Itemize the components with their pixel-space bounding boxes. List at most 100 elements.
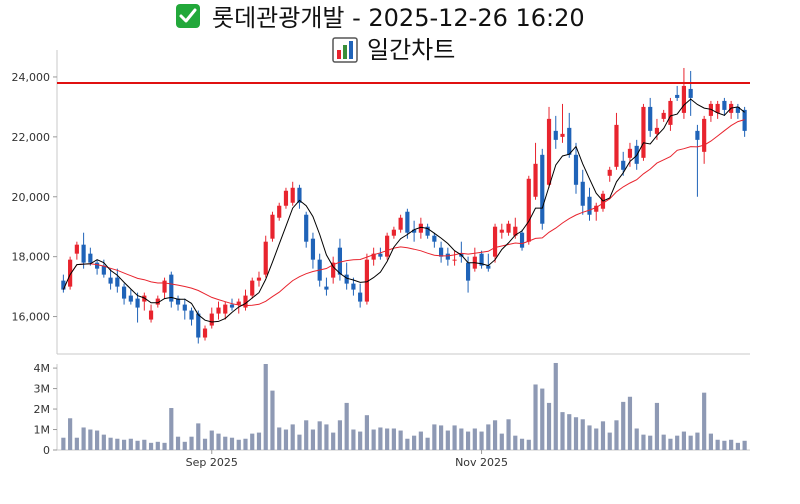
volume-bar [115, 438, 120, 450]
candle-body [641, 106, 646, 158]
candle-body [155, 298, 160, 305]
price-tick-label: 24,000 [12, 71, 51, 84]
volume-bar [405, 438, 410, 450]
candle-body [182, 304, 187, 311]
candle-body [297, 187, 302, 203]
candle-body [277, 205, 282, 218]
volume-bar [439, 425, 444, 450]
x-tick-label: Sep 2025 [186, 456, 238, 469]
volume-bar [277, 427, 282, 450]
volume-bar [351, 429, 356, 450]
candle-body [614, 124, 619, 167]
candle-body [304, 214, 309, 242]
candle-body [81, 244, 86, 263]
volume-bar [445, 430, 450, 450]
volume-bar [661, 434, 666, 450]
candle-body [324, 286, 329, 290]
candle-body [364, 259, 369, 302]
candle-body [223, 304, 228, 314]
volume-bar [243, 438, 248, 450]
volume-bar [675, 435, 680, 450]
volume-tick-label: 2M [34, 403, 51, 416]
candle-body [479, 253, 484, 266]
candle-body [358, 292, 363, 302]
volume-bar [175, 436, 181, 450]
volume-bar [189, 436, 194, 450]
volume-bar [506, 419, 511, 450]
candle-body [283, 190, 289, 206]
candle-body [486, 265, 491, 269]
chart-title: 롯데관광개발 - 2025-12-26 16:20 [212, 4, 585, 32]
volume-bar [337, 420, 343, 450]
candle-body [331, 262, 336, 278]
volume-bar [364, 415, 369, 450]
volume-bar [600, 421, 606, 450]
candle-body [439, 247, 444, 257]
volume-bar [236, 439, 241, 450]
candle-body [506, 223, 511, 233]
volume-bar [533, 384, 538, 450]
volume-axis-ticks: 0 1M 2M 3M 4M [34, 362, 57, 457]
price-tick-label: 22,000 [12, 131, 51, 144]
volume-bar [594, 428, 599, 450]
candle-body [115, 277, 120, 287]
price-tick-label: 20,000 [12, 191, 51, 204]
candle-body [560, 133, 565, 137]
candle-body [715, 103, 720, 113]
volume-bar [540, 388, 545, 450]
candle-body [236, 301, 241, 305]
candle-body [452, 259, 457, 261]
candle-body [425, 226, 430, 236]
volume-bar [371, 429, 376, 450]
candle-body [344, 274, 349, 284]
volume-bar [688, 435, 693, 450]
volume-bar [324, 424, 329, 450]
volume-bar [708, 433, 713, 450]
candle-body [398, 217, 403, 230]
candle-body [250, 280, 255, 296]
volume-bar [519, 438, 525, 450]
volume-bar [310, 429, 316, 450]
candle-body [735, 106, 740, 113]
volume-bar [182, 441, 187, 450]
candle-body [465, 262, 471, 281]
volume-bar [567, 414, 572, 450]
volume-bar [702, 392, 707, 450]
volume-bar [391, 428, 396, 450]
volume-bar [344, 402, 349, 450]
candle-body [567, 127, 572, 155]
candle-body [169, 274, 174, 302]
volume-bar [452, 425, 457, 450]
volume-bar [128, 438, 133, 450]
volume-bar [202, 438, 208, 450]
volume-bar [526, 439, 531, 450]
volume-bar [95, 430, 100, 450]
candle-body [695, 130, 700, 140]
candle-body [675, 94, 680, 98]
volume-bar [715, 439, 720, 450]
check-mark-glyph [179, 8, 197, 23]
candle-body [621, 160, 626, 170]
candle-body [61, 280, 66, 290]
candle-body [378, 253, 383, 257]
candle-body [594, 205, 599, 212]
x-tick-label: Nov 2025 [455, 456, 508, 469]
volume-bar [654, 402, 660, 450]
volume-bar [196, 423, 201, 450]
candle-body [263, 241, 268, 275]
candle-body [587, 196, 592, 215]
chart-subtitle: 일간차트 [367, 36, 455, 64]
volume-bar [169, 408, 174, 450]
candle-body [243, 295, 248, 308]
volume-bar [135, 440, 140, 450]
volume-bar [573, 417, 579, 450]
volume-bar [283, 429, 289, 450]
candle-body [371, 253, 376, 260]
candle-body [209, 313, 214, 326]
volume-bar [297, 434, 302, 450]
candle-body [108, 277, 113, 284]
candle-body [290, 187, 295, 203]
candle-body [702, 118, 707, 152]
price-tick-label: 18,000 [12, 251, 51, 264]
